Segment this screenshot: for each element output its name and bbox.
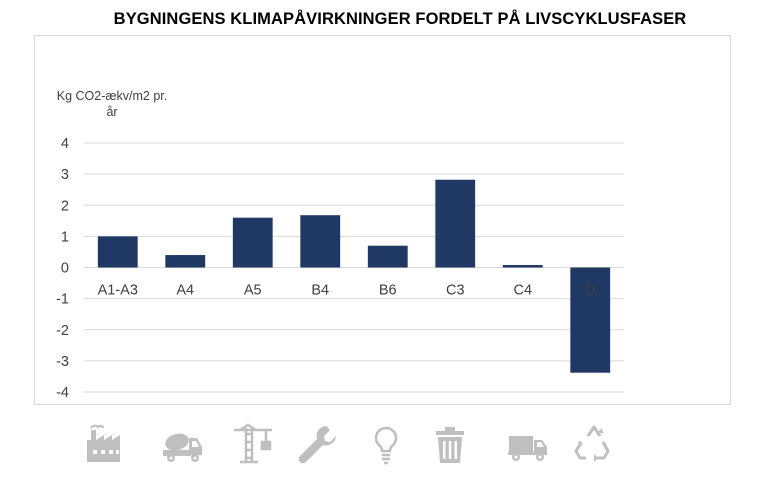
x-tick-label: A4 [176, 283, 194, 299]
bar-a4 [165, 255, 206, 268]
x-tick-label: C4 [513, 283, 532, 299]
x-tick-label: D [585, 283, 595, 299]
y-tick-label: -4 [56, 385, 69, 401]
x-tick-label: B4 [311, 283, 329, 299]
recycle-icon [572, 422, 616, 466]
bar-a1-a3 [97, 236, 138, 268]
chart-title: BYGNINGENS KLIMAPÅVIRKNINGER FORDELT PÅ … [113, 10, 687, 28]
concrete-mixer-icon [161, 422, 205, 466]
chart-frame [34, 35, 731, 405]
y-tick-label: -2 [56, 323, 69, 339]
wrench-icon [296, 422, 340, 466]
bar-b4 [300, 215, 341, 268]
y-tick-label: 0 [61, 261, 69, 277]
y-tick-label: -1 [56, 292, 69, 308]
lightbulb-icon [364, 422, 408, 466]
x-tick-label: B6 [379, 283, 397, 299]
bar-a5 [232, 217, 273, 268]
y-tick-label: -3 [56, 354, 69, 370]
bar-c4 [502, 265, 543, 268]
factory-icon [83, 422, 127, 466]
y-tick-label: 3 [61, 167, 69, 183]
y-tick-label: 1 [61, 229, 69, 245]
trash-bin-icon [428, 422, 472, 466]
bar-b6 [367, 245, 408, 268]
construction-crane-icon [230, 422, 274, 466]
y-tick-label: 4 [61, 136, 69, 152]
bar-d [570, 267, 611, 373]
dump-truck-icon [506, 422, 550, 466]
x-tick-label: A5 [244, 283, 262, 299]
x-tick-label: A1-A3 [98, 283, 138, 299]
x-tick-label: C3 [446, 283, 465, 299]
y-tick-label: 2 [61, 198, 69, 214]
bar-c3 [435, 179, 476, 268]
y-axis-label: Kg CO2-ækv/m2 pr. år [56, 89, 168, 119]
